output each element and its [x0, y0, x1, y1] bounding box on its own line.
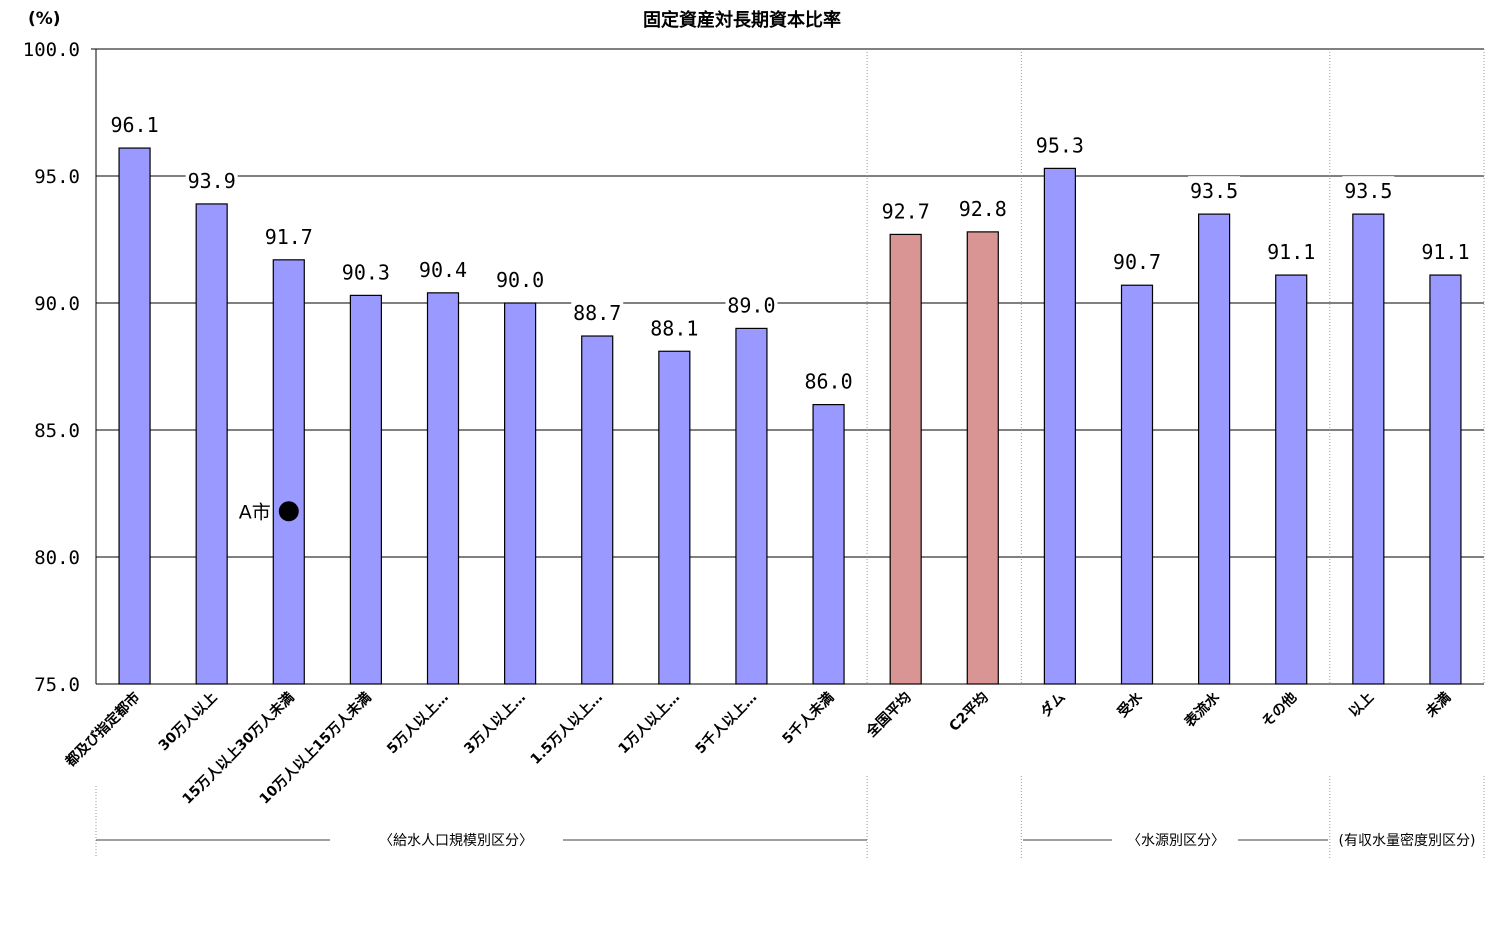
chart-title: 固定資産対長期資本比率 [643, 9, 841, 31]
data-label-bg [417, 254, 469, 283]
x-tick-label: 全国平均 [862, 689, 914, 741]
data-label: 90.3 [342, 260, 390, 284]
data-label-bg [339, 257, 392, 286]
data-label: 90.0 [496, 268, 544, 292]
data-label-bg [725, 290, 778, 319]
data-label-bg [1419, 237, 1472, 266]
data-label: 91.1 [1421, 240, 1469, 264]
data-label: 93.9 [188, 169, 236, 193]
gridlines [96, 48, 1484, 558]
bar [426, 292, 460, 685]
bar [1198, 213, 1231, 685]
data-labels: 96.1 93.9 91.7 90.3 90.4 90.0 88.7 88.1 89.0 86.0… [108, 110, 1472, 395]
y-tick-label: 85.0 [34, 420, 80, 442]
annotation: A市 [239, 501, 299, 523]
y-tick-label: 90.0 [34, 293, 80, 315]
y-tick-label: 75.0 [34, 674, 80, 696]
x-tick-label: 5千人未満 [779, 689, 838, 748]
group-labels: 〈給水人口規模別区分〉 〈水源別区分〉 (有収水量密度別区分) [96, 832, 1475, 849]
bar [735, 327, 768, 685]
data-label-bg [494, 265, 547, 293]
group-separators [95, 49, 1485, 858]
data-label: 91.1 [1267, 240, 1315, 264]
y-tick-label: 80.0 [34, 547, 80, 569]
bar [1429, 274, 1462, 685]
x-tick-label: 1万人以上… [615, 689, 683, 757]
x-tick-label: 受水 [1114, 688, 1147, 721]
data-label: 95.3 [1036, 133, 1084, 157]
data-label-bg [1033, 130, 1086, 159]
x-tick-label: 5万人以上… [383, 689, 451, 757]
data-label: 93.5 [1344, 179, 1392, 203]
bar [272, 259, 305, 685]
data-label: 86.0 [804, 370, 852, 394]
bar [889, 233, 922, 685]
x-tick-label: 5千人以上… [692, 689, 760, 757]
x-tick-label: C2平均 [946, 689, 992, 735]
x-tick-label: 表流水 [1181, 688, 1224, 731]
bar [1043, 167, 1076, 685]
bar [581, 335, 614, 685]
annotation-label: A市 [239, 501, 271, 523]
bar [349, 294, 382, 685]
x-tick-label: ダム [1037, 689, 1069, 721]
x-tick-label: 未満 [1422, 689, 1454, 721]
data-label-bg [1111, 247, 1163, 276]
data-label-bg [262, 221, 315, 250]
bar [1120, 284, 1154, 685]
data-label-bg [1342, 176, 1395, 205]
data-label: 92.7 [882, 199, 930, 223]
data-label-bg [802, 366, 855, 395]
group-label: 〈給水人口規模別区分〉 [379, 833, 533, 849]
bar [658, 350, 691, 685]
x-tick-label: 1.5万人以上… [527, 689, 606, 768]
data-label: 90.7 [1113, 250, 1161, 274]
y-tick-label: 100.0 [23, 39, 80, 61]
bar [195, 203, 228, 685]
data-label: 90.4 [419, 258, 467, 282]
annotation-marker [278, 501, 299, 522]
data-label-bg [1265, 237, 1318, 266]
bar [504, 302, 537, 685]
bar [812, 404, 845, 685]
data-label: 88.1 [650, 316, 698, 340]
data-label-bg [185, 165, 238, 194]
data-label: 92.8 [959, 197, 1007, 221]
x-tick-label: 3万人以上… [461, 689, 529, 757]
x-tick-label: 以上 [1346, 690, 1377, 721]
data-label-bg [879, 196, 932, 225]
x-tick-label: 30万人以上 [155, 689, 220, 754]
x-tick-label: 都及び指定都市 [61, 689, 143, 771]
data-label-bg [108, 110, 161, 139]
bars [118, 147, 1462, 685]
data-label-bg [956, 193, 1009, 222]
data-label: 96.1 [110, 113, 158, 137]
bar [118, 147, 151, 685]
bar [1275, 274, 1308, 685]
bar [966, 231, 999, 685]
group-label: 〈水源別区分〉 [1127, 833, 1225, 849]
data-label: 88.7 [573, 301, 621, 325]
y-tick-label: 95.0 [34, 166, 80, 188]
y-axis-ticks: 75.0 80.0 85.0 90.0 95.0 100.0 [23, 39, 96, 696]
data-label-bg [648, 313, 701, 342]
data-label-bg [571, 298, 624, 327]
data-label: 93.5 [1190, 179, 1238, 203]
bar [1352, 213, 1385, 685]
data-label: 89.0 [727, 293, 775, 317]
x-tick-label: その他 [1258, 689, 1300, 731]
unit-label: (%) [28, 9, 61, 29]
group-label: (有収水量密度別区分) [1339, 832, 1476, 849]
data-label: 91.7 [265, 225, 313, 249]
data-label-bg [1188, 176, 1241, 205]
